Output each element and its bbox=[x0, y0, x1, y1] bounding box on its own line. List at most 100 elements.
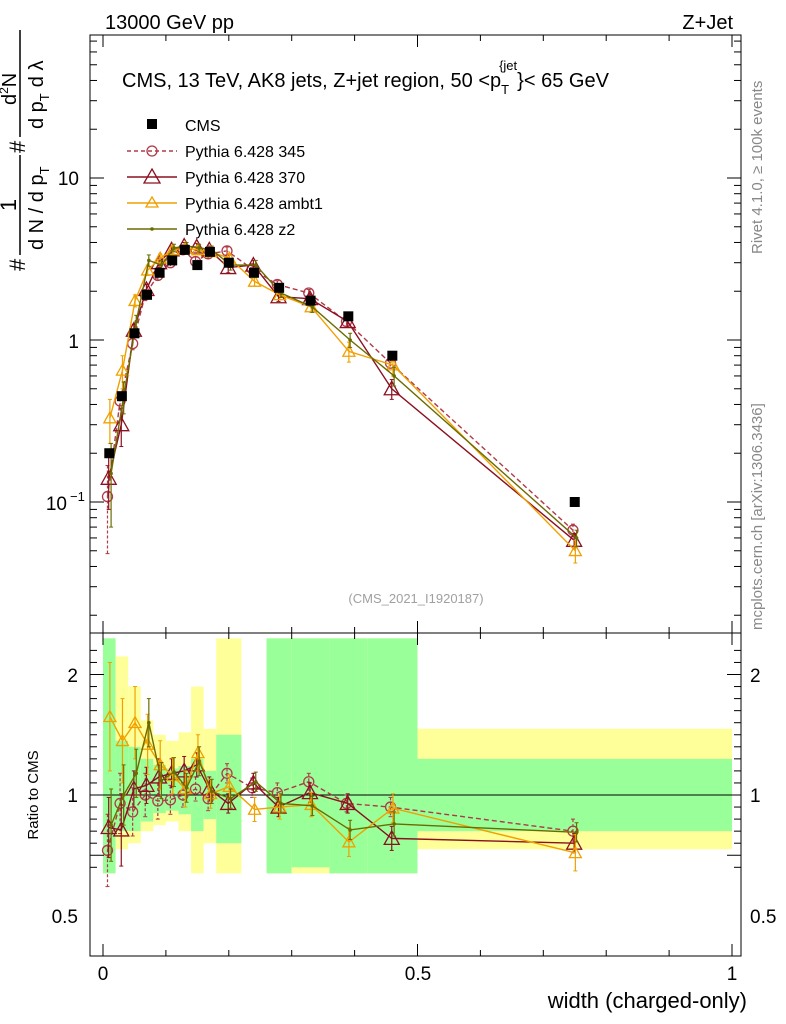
cms-data-point bbox=[305, 295, 316, 306]
xtick-label-0: 0 bbox=[98, 964, 109, 985]
ratio-series-point bbox=[574, 830, 579, 835]
main-series-point bbox=[109, 471, 113, 476]
ratio-series-point bbox=[147, 720, 151, 725]
main-series-point bbox=[310, 305, 315, 309]
cms-data-point bbox=[387, 350, 398, 361]
legend-marker-370 bbox=[142, 167, 162, 184]
ratio-series-point bbox=[134, 771, 139, 776]
ratio-series-point bbox=[159, 778, 164, 783]
ratio-series-point bbox=[184, 785, 189, 790]
legend-marker-cms bbox=[147, 119, 157, 129]
cms-data-point bbox=[343, 311, 354, 322]
cms-data-point bbox=[129, 328, 140, 339]
ylabel-one: 1 bbox=[0, 199, 21, 211]
main-series-point bbox=[115, 362, 130, 376]
ratio-series-point bbox=[115, 733, 130, 747]
mcplots-label: mcplots.cern.ch [arXiv:1306.3436] bbox=[749, 403, 766, 630]
xtick-label-0.5: 0.5 bbox=[405, 964, 431, 985]
ratio-series-point bbox=[209, 789, 214, 794]
ylabel-dpt-dl: d pTd λ bbox=[26, 61, 52, 129]
analysis-tag: (CMS_2021_I1920187) bbox=[348, 591, 483, 606]
ratio-series-point bbox=[100, 818, 118, 835]
ratio-ytick-right-0.5: 0.5 bbox=[750, 907, 776, 928]
cms-data-point bbox=[192, 260, 203, 271]
ratio-series-point bbox=[228, 796, 233, 801]
cms-data-point bbox=[179, 244, 190, 255]
main-ylabel: # 1 d N / d pT # d2N d pTd λ bbox=[0, 30, 52, 271]
band-green bbox=[291, 638, 330, 868]
main-series-point bbox=[153, 250, 168, 264]
main-series-point bbox=[197, 246, 201, 250]
main-series-line-1 bbox=[108, 245, 575, 541]
cms-data-point bbox=[248, 267, 259, 278]
ratio-ylabel: Ratio to CMS bbox=[25, 750, 42, 839]
ratio-series-point bbox=[127, 715, 143, 729]
xtick-label-1: 1 bbox=[727, 964, 738, 985]
ratio-series-point bbox=[568, 845, 583, 859]
ratio-series-point bbox=[567, 825, 579, 837]
ratio-uncertainty-bands bbox=[103, 638, 732, 874]
cms-data-point bbox=[142, 289, 153, 300]
ratio-series-point bbox=[102, 709, 117, 723]
main-series-point bbox=[112, 415, 130, 432]
main-series-point bbox=[385, 357, 401, 371]
band-green bbox=[266, 638, 292, 874]
header-left: 13000 GeV pp bbox=[105, 12, 234, 34]
legend-marker-z2 bbox=[150, 227, 154, 231]
ratio-series-point bbox=[222, 779, 237, 793]
ratio-axis-ticks bbox=[90, 633, 741, 956]
ratio-series-point bbox=[247, 802, 262, 815]
ratio-series-point bbox=[140, 737, 155, 750]
legend-marker-345 bbox=[146, 145, 158, 157]
main-series-point bbox=[147, 258, 151, 263]
ratio-ytick-left-0.5: 0.5 bbox=[52, 907, 78, 928]
main-series-point bbox=[568, 543, 583, 557]
cms-data-point bbox=[274, 282, 285, 293]
ratio-series-point bbox=[101, 844, 114, 857]
ratio-series-point bbox=[253, 779, 258, 784]
ylabel-dndpt: d N / d pT bbox=[26, 166, 52, 250]
ratio-series-point bbox=[164, 794, 177, 806]
main-series-point bbox=[188, 238, 206, 254]
ratio-series-point bbox=[279, 801, 283, 806]
x-axis-label: width (charged-only) bbox=[547, 988, 747, 1013]
main-series-point bbox=[101, 490, 114, 503]
ratio-series-point bbox=[304, 797, 319, 811]
rivet-label: Rivet 4.1.0, ≥ 100k events bbox=[749, 81, 766, 254]
main-series-point bbox=[134, 319, 139, 324]
ratio-series-point bbox=[175, 762, 193, 778]
ratio-series-point bbox=[197, 759, 201, 764]
ratio-series-point bbox=[301, 783, 319, 800]
ratio-series-point bbox=[114, 797, 126, 810]
main-series-line-2 bbox=[109, 247, 576, 552]
cms-data-point bbox=[116, 391, 127, 402]
ratio-series-point bbox=[341, 834, 357, 848]
main-series-point bbox=[172, 246, 176, 250]
main-series-point bbox=[341, 344, 357, 357]
ratio-series-point bbox=[219, 794, 237, 811]
ratio-series-point bbox=[109, 823, 113, 827]
main-series-point bbox=[383, 379, 401, 396]
ratio-ytick-right-2: 2 bbox=[750, 666, 761, 687]
cms-data-point bbox=[223, 257, 234, 268]
legend-label-cms: CMS bbox=[185, 118, 221, 135]
ytick-label-0.1: 10 bbox=[46, 494, 67, 515]
main-series-point bbox=[253, 263, 258, 267]
main-axis-ticks bbox=[90, 35, 741, 633]
ratio-series-point bbox=[221, 767, 233, 779]
main-series-point bbox=[247, 274, 262, 287]
legend: CMS Pythia 6.428 345 Pythia 6.428 370 Py… bbox=[127, 118, 323, 239]
main-series-point bbox=[165, 242, 180, 256]
ytick-label-0.1-exponent: −1 bbox=[70, 489, 85, 504]
ratio-series-point bbox=[190, 745, 206, 759]
ratio-series-point bbox=[200, 780, 218, 796]
ylabel-hash-left: # bbox=[5, 258, 30, 271]
main-series-point bbox=[190, 242, 206, 256]
cms-data-point bbox=[167, 255, 178, 266]
ratio-series-line-1 bbox=[108, 763, 575, 844]
ratio-series-point bbox=[272, 799, 287, 813]
ratio-series-point bbox=[203, 786, 218, 800]
ylabel-d2n: d2N bbox=[0, 73, 21, 105]
cms-data-point bbox=[104, 448, 115, 459]
main-series-point bbox=[348, 338, 352, 342]
